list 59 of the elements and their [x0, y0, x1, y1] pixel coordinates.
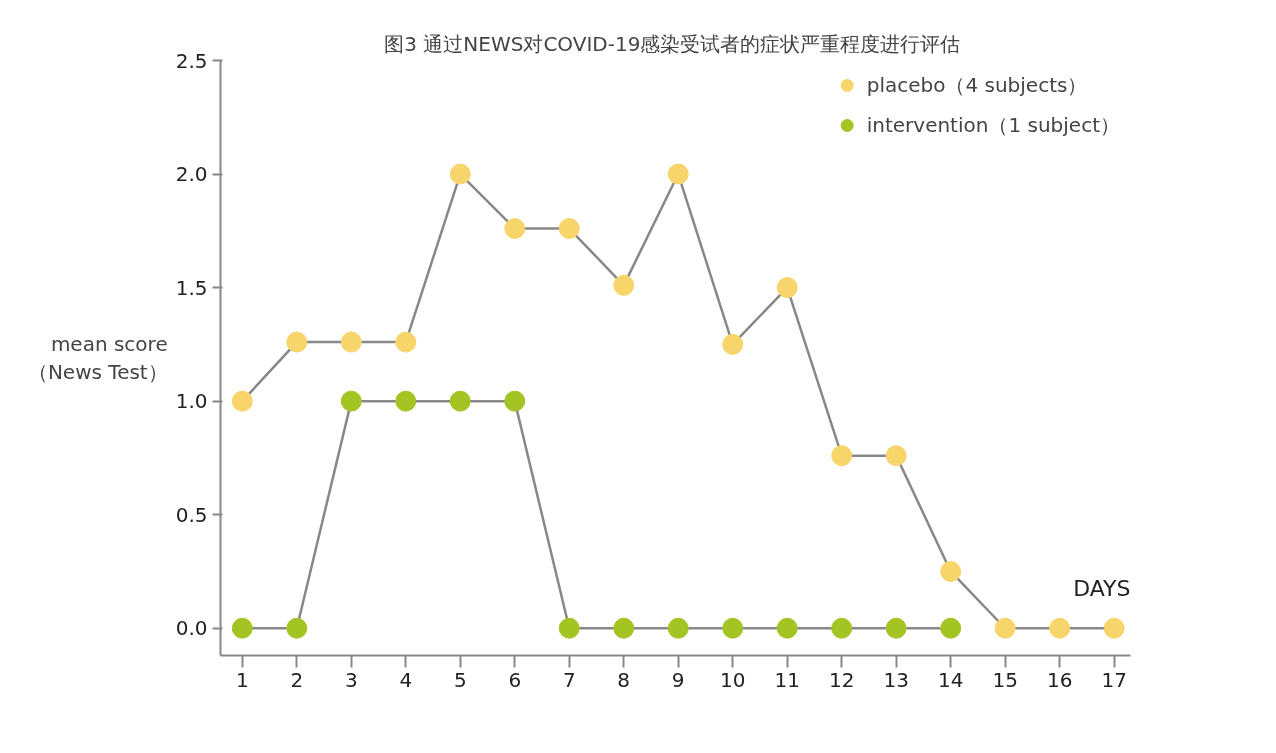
y-tick-label: 2.0	[175, 162, 208, 187]
x-tick-label: 10	[719, 667, 746, 692]
y-tick-label: 1.5	[175, 275, 208, 300]
point	[667, 617, 689, 639]
chart-title: 图3 通过NEWS对COVID-19感染受试者的症状严重程度进行评估	[384, 31, 961, 56]
point	[667, 163, 689, 185]
point	[231, 390, 253, 412]
x-tick-label: 16	[1046, 667, 1073, 692]
point	[940, 617, 962, 639]
point	[722, 617, 744, 639]
x-tick-label: 4	[399, 667, 413, 692]
point	[286, 331, 308, 353]
point	[831, 445, 853, 467]
point	[940, 560, 962, 582]
point	[449, 163, 471, 185]
x-tick-label: 3	[344, 667, 358, 692]
x-tick-label: 5	[453, 667, 467, 692]
point	[613, 617, 635, 639]
y-tick-label: 0.5	[175, 502, 208, 527]
point	[776, 617, 798, 639]
point	[613, 274, 635, 296]
x-tick-label: 2	[290, 667, 304, 692]
x-tick-label: 7	[562, 667, 576, 692]
legend-label: placebo（4 subjects）	[866, 71, 1088, 99]
point	[831, 617, 853, 639]
point	[395, 331, 417, 353]
x-tick-label: 17	[1101, 667, 1127, 692]
point	[504, 218, 526, 240]
x-tick-label: 12	[828, 667, 855, 692]
point	[994, 617, 1016, 639]
point	[286, 617, 308, 639]
point	[885, 445, 907, 467]
y-tick-label: 0.0	[175, 616, 208, 641]
x-tick-label: 1	[235, 667, 249, 692]
point	[722, 333, 744, 355]
point	[1049, 617, 1071, 639]
x-axis-title: DAYS	[1073, 576, 1131, 601]
x-tick-label: 15	[992, 667, 1018, 692]
x-tick-label: 14	[937, 667, 964, 692]
y-tick-label: 1.0	[175, 389, 208, 414]
x-tick-label: 13	[883, 667, 909, 692]
x-tick-label: 9	[671, 667, 685, 692]
point	[1103, 617, 1125, 639]
x-tick-label: 6	[508, 667, 522, 692]
point	[558, 218, 580, 240]
point	[776, 277, 798, 299]
point	[558, 617, 580, 639]
point	[449, 390, 471, 412]
x-tick-label: 11	[774, 667, 800, 692]
point	[231, 617, 253, 639]
point	[504, 390, 526, 412]
point	[340, 331, 362, 353]
point	[340, 390, 362, 412]
y-tick-label: 2.5	[175, 48, 208, 73]
point	[395, 390, 417, 412]
legend-label: intervention（1 subject）	[866, 111, 1120, 139]
x-tick-label: 8	[617, 667, 631, 692]
y-axis-title: mean score （News Test）	[27, 331, 168, 385]
point	[885, 617, 907, 639]
